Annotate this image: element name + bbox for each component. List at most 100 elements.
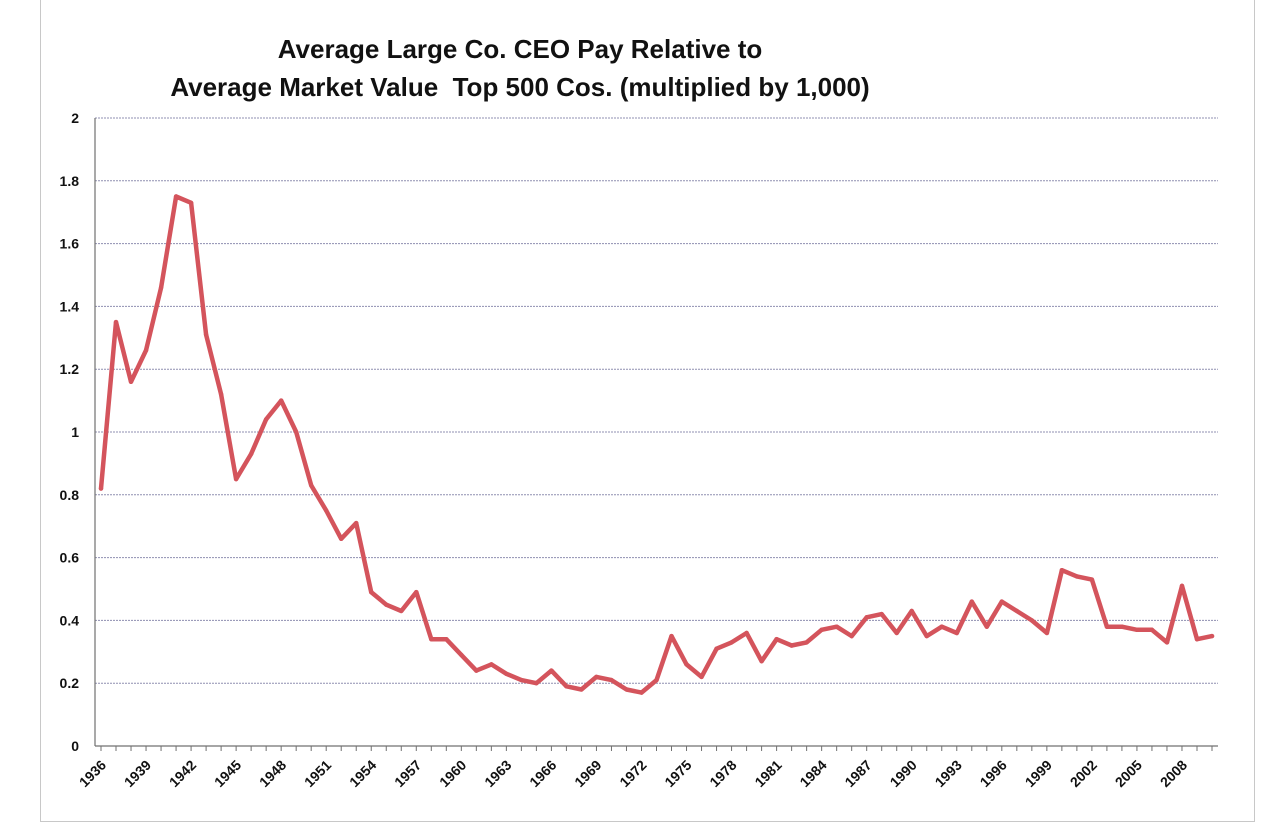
x-tick-label: 1972 (616, 757, 649, 790)
data-point (849, 633, 854, 639)
data-point (324, 508, 329, 513)
x-tick-label: 1948 (256, 757, 289, 790)
x-tick-label: 1963 (481, 757, 514, 790)
data-point (459, 652, 464, 658)
x-tick-label: 1945 (211, 757, 244, 790)
data-point (278, 398, 284, 403)
x-tick-label: 1981 (751, 757, 784, 790)
data-point (819, 627, 824, 633)
gridlines (95, 117, 1218, 684)
data-point (1029, 618, 1035, 623)
data-point (248, 451, 254, 457)
y-tick-label: 1.4 (60, 298, 80, 314)
y-tick-label: 0.8 (60, 487, 80, 503)
data-point (369, 589, 374, 595)
data-point (864, 615, 869, 620)
x-tick-label: 1936 (76, 757, 109, 790)
x-tick-label: 1957 (391, 757, 424, 790)
x-tick-label: 1996 (977, 757, 1010, 790)
data-point (924, 633, 929, 639)
axes (94, 118, 1218, 751)
data-point (1044, 630, 1050, 636)
data-point (879, 611, 884, 617)
data-point (233, 476, 239, 482)
x-tick-label: 1942 (166, 757, 199, 790)
y-tick-label: 0.2 (60, 675, 80, 691)
data-point (429, 637, 434, 642)
data-point (414, 589, 419, 595)
x-tick-label: 1951 (301, 757, 334, 790)
y-tick-label: 1 (71, 424, 79, 440)
data-point (489, 662, 494, 667)
x-tick-label: 2005 (1112, 757, 1145, 790)
y-tick-label: 0.6 (60, 550, 80, 566)
data-point (188, 200, 194, 205)
data-point (744, 630, 749, 636)
data-point (293, 429, 299, 435)
y-tick-label: 1.6 (60, 236, 80, 252)
data-point (1104, 624, 1110, 629)
data-point (954, 630, 959, 636)
data-point (263, 417, 269, 422)
data-point (339, 536, 344, 541)
x-tick-label: 1993 (932, 757, 965, 790)
data-point (774, 637, 779, 642)
data-point (999, 599, 1005, 604)
x-tick-label: 1954 (346, 757, 379, 790)
data-point (624, 687, 629, 692)
data-point (579, 687, 584, 692)
x-tick-label: 1966 (526, 757, 559, 790)
data-point (1119, 624, 1125, 629)
x-tick-labels: 1936 1939 1942 1945 1948 1951 1954 1957 1960 1963… (76, 757, 1190, 790)
data-point (909, 608, 914, 614)
data-point (1074, 574, 1080, 579)
x-tick-label: 1978 (706, 757, 739, 790)
data-point (474, 668, 479, 673)
data-point (654, 677, 659, 683)
y-tick-label: 1.2 (60, 361, 80, 377)
chart-title-line-1: Average Large Co. CEO Pay Relative to (277, 34, 763, 64)
data-point (1059, 567, 1065, 573)
data-point (804, 640, 809, 645)
data-point (669, 633, 674, 639)
y-tick-label: 0.4 (60, 612, 80, 628)
data-point (173, 194, 179, 199)
x-tick-label: 2002 (1067, 757, 1100, 790)
data-point (549, 668, 554, 673)
data-point (639, 690, 644, 695)
data-point (564, 684, 569, 689)
data-point (384, 602, 389, 607)
data-point (128, 379, 134, 384)
data-point (789, 643, 794, 648)
data-point (143, 348, 149, 353)
data-point (594, 674, 599, 680)
data-point (1134, 627, 1140, 633)
data-point (759, 659, 764, 664)
data-point (699, 674, 704, 680)
data-point (1209, 633, 1215, 639)
chart-title-line-2: Average Market Value Top 500 Cos. (multi… (170, 72, 870, 102)
x-tick-label: 1969 (571, 757, 604, 790)
x-tick-label: 1999 (1022, 757, 1055, 790)
data-point (203, 332, 209, 337)
series-layer (98, 194, 1215, 695)
data-point (714, 646, 719, 651)
x-tick-label: 2008 (1157, 757, 1190, 790)
data-point (354, 520, 359, 526)
data-point (218, 392, 224, 397)
data-point (939, 624, 944, 629)
data-point (834, 624, 839, 629)
series-line (98, 194, 1215, 695)
data-point (984, 624, 989, 629)
data-point (1164, 640, 1170, 645)
data-point (113, 319, 119, 325)
y-tick-labels: 0 0.2 0.4 0.6 0.8 1 1.2 1.4 1.6 1.8 2 (60, 110, 80, 754)
data-point (158, 285, 164, 290)
y-tick-label: 0 (71, 738, 79, 754)
data-point (98, 486, 104, 491)
data-point (894, 630, 899, 636)
x-tick-label: 1960 (436, 757, 469, 790)
y-tick-label: 1.8 (60, 173, 80, 189)
chart-title: Average Large Co. CEO Pay Relative to Av… (60, 30, 980, 106)
